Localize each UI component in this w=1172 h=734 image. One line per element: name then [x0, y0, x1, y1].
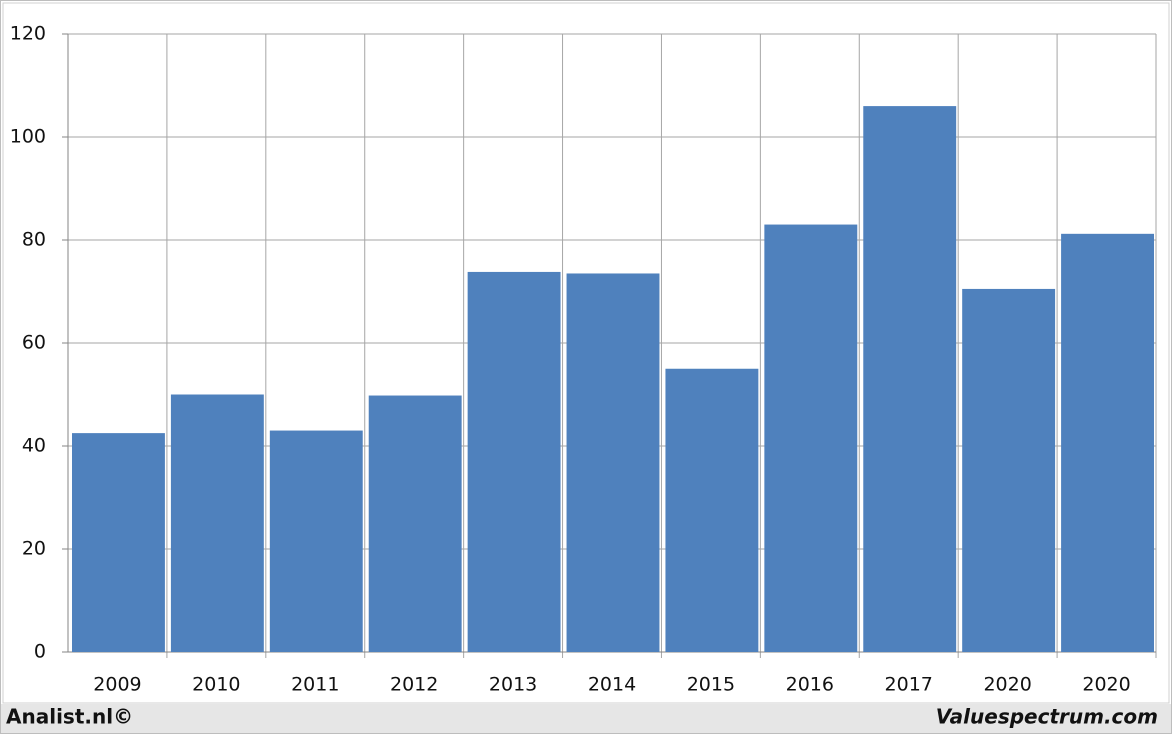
x-tick-label: 2020: [1082, 674, 1130, 696]
credit-left: Analist.nl©: [6, 705, 133, 729]
x-tick-label: 2009: [93, 674, 141, 696]
bar: [1061, 233, 1154, 652]
bar: [962, 288, 1056, 652]
x-tick-label: 2014: [588, 674, 636, 696]
x-tick-label: 2010: [192, 674, 240, 696]
bar: [665, 368, 759, 652]
bar: [764, 224, 858, 653]
y-tick-label: 80: [22, 229, 46, 251]
bar: [269, 430, 363, 652]
x-tick-label: 2017: [885, 674, 933, 696]
y-tick-label: 60: [22, 332, 46, 354]
y-tick-label: 20: [22, 538, 46, 560]
bar: [566, 273, 660, 652]
y-tick-label: 0: [34, 641, 46, 663]
x-tick-label: 2020: [983, 674, 1031, 696]
bar: [72, 433, 165, 652]
x-tick-label: 2016: [786, 674, 834, 696]
bar: [467, 271, 561, 652]
bar: [170, 394, 264, 652]
y-tick-label: 120: [10, 23, 46, 45]
footer-band: [1, 704, 1171, 733]
bar: [368, 395, 462, 652]
x-tick-label: 2015: [687, 674, 735, 696]
y-tick-label: 40: [22, 435, 46, 457]
x-tick-label: 2011: [291, 674, 339, 696]
y-tick-label: 100: [10, 126, 46, 148]
x-tick-label: 2012: [390, 674, 438, 696]
x-tick-label: 2013: [489, 674, 537, 696]
credit-right: Valuespectrum.com: [936, 705, 1158, 729]
bar: [863, 106, 957, 653]
